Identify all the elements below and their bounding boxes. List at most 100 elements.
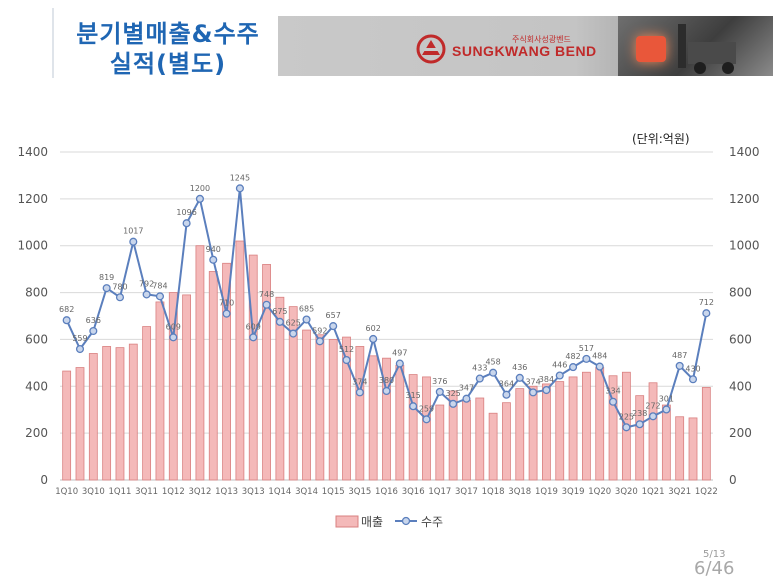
- point-orders: [462, 394, 471, 403]
- bar-sales: [595, 367, 605, 481]
- x-axis-tick-label: 1Q16: [375, 487, 398, 497]
- point-orders: [155, 292, 164, 301]
- bar-sales: [75, 367, 85, 481]
- data-label-orders: 1017: [123, 227, 143, 236]
- point-orders: [609, 397, 618, 406]
- x-axis-tick-label: 3Q12: [188, 487, 211, 497]
- bar-sales: [382, 357, 391, 481]
- point-orders: [675, 361, 684, 370]
- point-orders: [369, 334, 378, 344]
- bar-sales: [288, 306, 298, 481]
- point-orders: [542, 385, 551, 395]
- bar-sales: [355, 346, 365, 481]
- page-title-line2: 실적(별도): [109, 50, 227, 78]
- point-orders: [435, 387, 444, 396]
- data-label-orders: 819: [99, 273, 114, 282]
- bar-sales: [582, 371, 591, 481]
- y-axis-tick-label: 0: [40, 473, 48, 487]
- point-orders: [75, 344, 85, 354]
- x-axis-tick-label: 3Q18: [508, 487, 531, 497]
- point-orders: [142, 290, 151, 299]
- bar-sales: [661, 404, 671, 481]
- point-orders: [329, 322, 338, 331]
- data-label-orders: 512: [339, 345, 354, 354]
- bar-sales: [328, 339, 338, 481]
- x-axis-tick-label: 3Q15: [348, 487, 371, 497]
- data-label-orders: 592: [312, 326, 327, 335]
- x-axis-tick-label: 1Q14: [268, 487, 291, 497]
- data-label-orders: 780: [112, 282, 127, 291]
- x-axis-tick-label: 1Q19: [535, 487, 558, 497]
- bar-sales: [315, 334, 325, 481]
- point-orders: [662, 405, 671, 414]
- company-logo-icon: [416, 34, 446, 64]
- point-orders: [195, 194, 204, 203]
- bar-sales: [182, 294, 191, 481]
- x-axis-tick-label: 1Q20: [588, 487, 611, 497]
- bar-sales: [528, 385, 538, 481]
- data-label-orders: 430: [685, 364, 700, 373]
- data-label-orders: 675: [272, 307, 287, 316]
- data-label-orders: 710: [219, 299, 234, 308]
- bar-sales: [701, 387, 711, 481]
- bar-sales: [368, 355, 378, 481]
- point-orders: [355, 388, 364, 397]
- bar-sales: [488, 412, 498, 481]
- point-orders: [622, 423, 631, 432]
- y-axis-tick-label: 1000: [17, 239, 48, 253]
- point-orders: [89, 326, 98, 336]
- bar-sales: [395, 364, 405, 481]
- point-orders: [209, 255, 218, 264]
- bar-sales: [342, 336, 351, 481]
- y2-axis-tick-label: 400: [729, 379, 752, 393]
- point-orders: [249, 333, 258, 342]
- data-label-orders: 1200: [190, 184, 210, 193]
- bar-sales: [195, 245, 205, 481]
- bar-sales: [515, 388, 525, 481]
- bar-sales: [222, 262, 231, 481]
- legend-swatch-sales: [335, 515, 359, 528]
- data-label-orders: 940: [206, 245, 221, 254]
- bar-sales: [555, 381, 565, 481]
- x-axis-tick-label: 1Q21: [642, 487, 665, 497]
- data-label-orders: 315: [406, 391, 421, 400]
- point-orders: [222, 309, 231, 318]
- x-axis-tick-label: 3Q17: [455, 487, 478, 497]
- bar-sales: [235, 240, 245, 481]
- data-label-orders: 682: [59, 305, 74, 314]
- bar-sales: [302, 329, 311, 481]
- y2-axis-tick-label: 1000: [729, 239, 760, 253]
- data-label-orders: 374: [525, 377, 540, 386]
- x-axis-tick-label: 1Q10: [55, 487, 78, 497]
- bar-sales: [62, 370, 72, 481]
- data-label-orders: 380: [379, 376, 394, 385]
- unit-label: (단위:억원): [632, 132, 690, 146]
- bar-sales: [688, 417, 698, 481]
- point-orders: [502, 390, 511, 399]
- header-bar: 분기별매출&수주 실적(별도) 주식회사성광벤드 SUNGKWANG BEND: [0, 0, 773, 80]
- point-orders: [475, 374, 484, 383]
- data-label-orders: 325: [445, 389, 460, 398]
- point-orders: [129, 237, 138, 246]
- x-axis-tick-label: 1Q12: [162, 487, 185, 497]
- y-axis-tick-label: 600: [25, 332, 48, 346]
- data-label-orders: 301: [659, 394, 674, 403]
- x-axis-tick-label: 1Q18: [482, 487, 505, 497]
- point-orders: [555, 371, 564, 380]
- point-orders: [315, 337, 324, 346]
- x-axis-tick-label: 3Q14: [295, 487, 318, 497]
- bar-sales: [475, 397, 485, 481]
- data-label-orders: 487: [672, 351, 687, 360]
- y-axis-tick-label: 1400: [17, 145, 48, 159]
- bar-sales: [502, 402, 511, 481]
- bar-sales: [608, 375, 618, 481]
- point-orders: [289, 329, 298, 338]
- data-label-orders: 272: [645, 401, 660, 410]
- data-label-orders: 436: [512, 363, 527, 372]
- point-orders: [688, 375, 698, 384]
- data-label-orders: 259: [419, 404, 434, 413]
- data-label-orders: 1245: [230, 173, 250, 182]
- legend-marker-orders: [401, 516, 411, 526]
- y-axis-tick-label: 200: [25, 426, 48, 440]
- data-label-orders: 625: [286, 319, 301, 328]
